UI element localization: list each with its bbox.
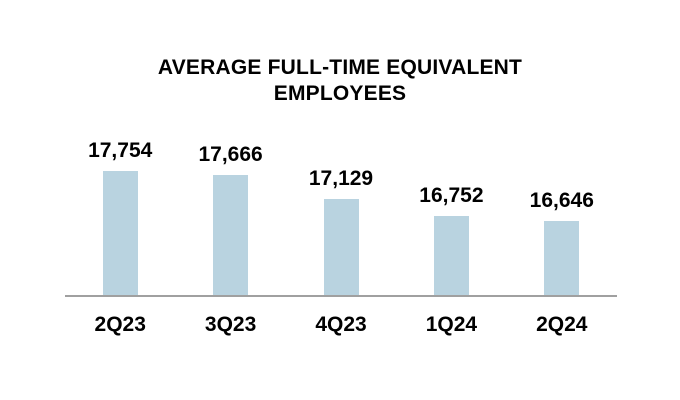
bar-value-label: 16,752 <box>419 184 484 207</box>
bar-3Q23 <box>213 175 249 295</box>
bar-1Q24 <box>433 216 469 295</box>
bar-value-label: 17,754 <box>88 139 153 162</box>
chart-title: AVERAGE FULL-TIME EQUIVALENT EMPLOYEES <box>157 56 523 105</box>
x-axis-label: 2Q23 <box>94 313 146 336</box>
bar-value-label: 17,129 <box>308 167 374 190</box>
x-axis-label: 1Q24 <box>425 313 478 336</box>
bar-value-label: 17,666 <box>198 143 263 166</box>
x-axis-label: 4Q23 <box>315 313 367 336</box>
plot-area: 17,754 2Q23 17,666 3Q23 17,129 4Q23 16,752 1Q24… <box>65 140 617 336</box>
x-axis-label: 2Q24 <box>536 313 588 336</box>
x-axis-label: 3Q23 <box>204 313 257 336</box>
bar-4Q23 <box>323 199 359 295</box>
bar-2Q23 <box>102 171 138 295</box>
bar-value-label: 16,646 <box>529 189 594 212</box>
bar-2Q24 <box>544 221 580 295</box>
